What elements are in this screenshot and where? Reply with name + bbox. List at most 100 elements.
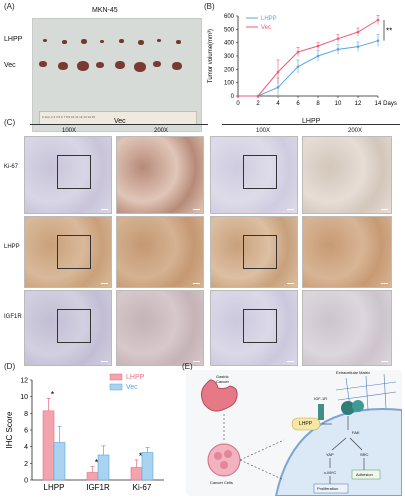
- data-point: [296, 50, 300, 54]
- legend-swatch: [109, 383, 123, 391]
- legend-label: LHPP: [126, 374, 145, 381]
- cancer-cell-dot: [214, 452, 222, 460]
- panel-a-title: MKN-45: [92, 7, 118, 14]
- legend-swatch: [109, 373, 123, 381]
- ihc-image: [302, 136, 392, 214]
- data-point: [276, 70, 280, 74]
- data-point: [336, 37, 340, 40]
- series-line-lhpp: [238, 40, 379, 97]
- row-label-lhpp-stain: LHPP: [4, 244, 20, 250]
- y-tick-label: 12: [20, 378, 28, 385]
- tumor-sample: [134, 62, 146, 72]
- row-label-lhpp: LHPP: [4, 36, 23, 43]
- tumor-volume-line-chart: 0 100 200 300 400 500 600 0 2 4 6 8 10 12 14 Days Tumor …: [208, 14, 397, 107]
- zoom-region-box: [57, 235, 91, 269]
- tumor-sample: [153, 61, 161, 67]
- scale-bar: [381, 361, 388, 362]
- panel-c: Vec LHPP 100X 200X 100X 200X Ki-67 LHPP …: [4, 118, 402, 366]
- scale-bar: [193, 209, 200, 210]
- scale-bar: [381, 209, 388, 210]
- panel-c-label: (C): [4, 118, 16, 127]
- integrin-icon: [341, 401, 355, 415]
- x-tick-label: IGF1R: [86, 483, 110, 492]
- scale-bar: [193, 361, 200, 362]
- y-tick-label: 400: [224, 41, 235, 47]
- label-fak: FAK: [352, 430, 360, 435]
- data-point: [336, 48, 340, 51]
- y-tick-label: 4: [24, 444, 28, 451]
- row-label-igf1r: IGF1R: [4, 314, 22, 320]
- label-igf1r: IGF-1R: [314, 396, 328, 401]
- dashed-connector: [239, 439, 285, 461]
- legend-label: Vec: [261, 25, 271, 31]
- y-tick-label: 600: [224, 14, 235, 20]
- tumor-sample: [115, 61, 125, 69]
- ihc-image: [210, 136, 298, 214]
- ihc-image: [116, 290, 204, 366]
- significance-marker: **: [386, 26, 392, 35]
- y-tick-label: 2: [24, 461, 28, 468]
- tumor-sample: [81, 39, 87, 44]
- series-line-vec: [238, 19, 379, 97]
- label-cancer: Cancer: [216, 379, 229, 384]
- label-adhesion: Adhesion: [356, 472, 373, 477]
- mag-label-2: 200X: [154, 128, 169, 134]
- tumor-sample: [43, 39, 47, 42]
- bar-lhpp: [42, 410, 55, 481]
- legend-label: Vec: [126, 384, 138, 391]
- stomach-icon: [200, 379, 238, 412]
- group-line-vec: [30, 124, 208, 125]
- ihc-image: [24, 216, 112, 288]
- data-point: [256, 94, 260, 98]
- zoom-region-box: [243, 235, 277, 269]
- zoom-region-box: [243, 309, 277, 343]
- bar-lhpp: [130, 467, 143, 481]
- group-label-vec: Vec: [114, 118, 126, 125]
- tumor-sample: [58, 62, 68, 70]
- x-tick-label: 12: [355, 101, 362, 107]
- ihc-image: [302, 290, 392, 366]
- label-lhpp: LHPP: [299, 421, 313, 427]
- tumor-sample: [96, 62, 104, 68]
- x-axis-title: Days: [383, 101, 397, 107]
- bar-vec: [141, 452, 154, 481]
- label-gastric: Gastric: [216, 374, 229, 379]
- y-tick-label: 0: [231, 94, 235, 100]
- ihc-image: [24, 136, 112, 214]
- label-src: SRC: [360, 452, 369, 457]
- data-point: [356, 30, 360, 34]
- significance-star: *: [139, 451, 143, 461]
- zoom-region-box: [57, 309, 91, 343]
- tumor-sample: [39, 61, 47, 67]
- x-tick-label: LHPP: [44, 483, 65, 492]
- label-cmyc: c-MYC: [324, 470, 337, 475]
- data-point: [296, 65, 300, 68]
- group-line-lhpp: [222, 124, 400, 125]
- mag-label-1: 100X: [62, 128, 77, 134]
- y-axis-title: Tumor volume(mm³): [208, 29, 214, 83]
- y-tick-label: 300: [224, 54, 235, 60]
- ihc-image: [116, 136, 204, 214]
- ihc-score-bar-chart: 0 2 4 6 8 10 12 IHC Score LHPP * IGF1R * Ki-67 * LHPP V…: [5, 373, 164, 492]
- arrow: [349, 437, 363, 451]
- proliferation-box: [313, 483, 349, 494]
- scale-bar: [381, 283, 388, 284]
- tumor-sample: [138, 40, 144, 45]
- scale-bar: [193, 283, 200, 284]
- bar-vec: [97, 454, 110, 481]
- pathway-graphics: [200, 373, 402, 496]
- pathway-diagram: Gastric Cancer IGF-1R Extracellular Matr…: [186, 370, 402, 496]
- x-tick-label: 0: [236, 101, 240, 107]
- data-point: [276, 86, 280, 89]
- panel-a: (A) MKN-45 LHPP Vec 0 1cm 2 3 4 5 6 7 8 …: [4, 2, 202, 132]
- zoom-region-box: [57, 155, 91, 189]
- cancer-cell-dot: [220, 461, 228, 469]
- ruler-scale: 0 1cm 2 3 4 5 6 7 8 9 10 11 12 13 14 15: [42, 115, 95, 119]
- x-tick-label: 10: [335, 101, 342, 107]
- ihc-image: [302, 216, 392, 288]
- dashed-connector: [239, 459, 285, 481]
- panel-a-label: (A): [4, 2, 15, 11]
- significance-star: *: [95, 458, 99, 468]
- ihc-image: [210, 290, 298, 366]
- data-point: [316, 54, 320, 58]
